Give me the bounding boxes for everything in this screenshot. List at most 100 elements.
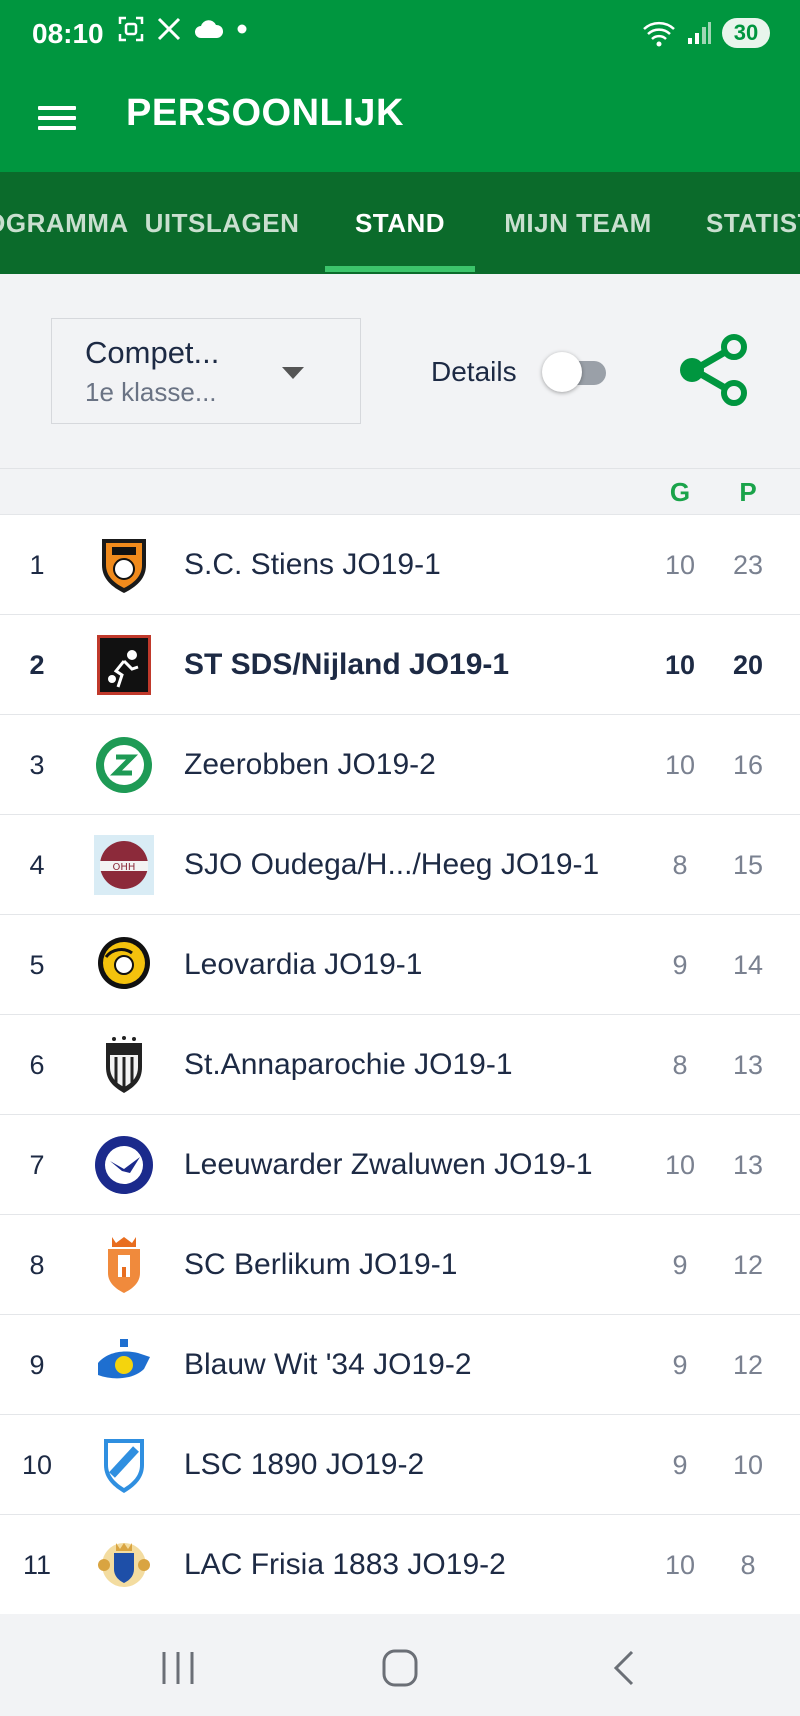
rank: 3 xyxy=(29,750,45,780)
points: 20 xyxy=(732,650,764,680)
team-name: Zeerobben JO19-2 xyxy=(184,748,436,781)
screenshot-icon xyxy=(118,16,144,42)
details-label: Details xyxy=(431,356,517,387)
ohh-logo: OHH xyxy=(94,835,154,895)
details-toggle[interactable] xyxy=(542,352,610,392)
rank: 5 xyxy=(29,950,45,980)
points: 14 xyxy=(732,950,764,980)
games-played: 9 xyxy=(672,1450,688,1480)
leovardia-logo xyxy=(98,937,150,989)
games-played: 9 xyxy=(672,1350,688,1380)
points: 8 xyxy=(740,1550,756,1580)
filter-controls: Compet... 1e klasse... Details xyxy=(0,274,800,468)
recent-apps-icon[interactable] xyxy=(148,1646,208,1690)
tab-stand[interactable]: STAND xyxy=(354,208,446,238)
hamburger-menu-icon[interactable] xyxy=(38,100,78,140)
table-row[interactable]: 1 S.C. Stiens JO19-1 10 23 xyxy=(0,514,800,614)
tab-bar: PROGRAMMA UITSLAGEN STAND MIJN TEAM STAT… xyxy=(0,172,800,274)
points: 12 xyxy=(732,1350,764,1380)
back-icon[interactable] xyxy=(596,1646,656,1690)
rank: 1 xyxy=(29,550,45,580)
points: 16 xyxy=(732,750,764,780)
status-right-icons: 30 xyxy=(642,18,770,48)
table-header: G P xyxy=(0,468,800,515)
rank: 8 xyxy=(29,1250,45,1280)
page-title: PERSOONLIJK xyxy=(126,92,404,134)
table-row[interactable]: 5 Leovardia JO19-1 9 14 xyxy=(0,914,800,1014)
games-played: 8 xyxy=(672,1050,688,1080)
team-name: SJO Oudega/H.../Heeg JO19-1 xyxy=(184,848,600,881)
points: 12 xyxy=(732,1250,764,1280)
standings-table: 1 S.C. Stiens JO19-1 10 23 2 ST SDS/Nijl… xyxy=(0,514,800,1614)
rank: 4 xyxy=(29,850,45,880)
x-logo-icon xyxy=(157,17,181,41)
zeerobben-logo xyxy=(96,737,152,793)
team-name: S.C. Stiens JO19-1 xyxy=(184,548,441,581)
tab-statistieken[interactable]: STATISTIEKEN xyxy=(706,208,800,238)
dropdown-subtitle: 1e klasse... xyxy=(85,377,217,407)
team-name: ST SDS/Nijland JO19-1 xyxy=(184,648,510,681)
points: 13 xyxy=(732,1150,764,1180)
points: 13 xyxy=(732,1050,764,1080)
header-games: G xyxy=(669,477,691,507)
signal-icon xyxy=(688,22,711,44)
sds-logo xyxy=(97,635,151,695)
wifi-icon xyxy=(643,21,675,47)
team-name: Leeuwarder Zwaluwen JO19-1 xyxy=(184,1148,593,1181)
points: 23 xyxy=(732,550,764,580)
tab-uitslagen[interactable]: UITSLAGEN xyxy=(144,208,300,238)
games-played: 10 xyxy=(664,1150,696,1180)
rank: 6 xyxy=(29,1050,45,1080)
competition-dropdown[interactable]: Compet... 1e klasse... xyxy=(51,318,361,424)
table-row[interactable]: 3 Zeerobben JO19-2 10 16 xyxy=(0,714,800,814)
tab-programma[interactable]: PROGRAMMA xyxy=(0,208,129,238)
battery-indicator: 30 xyxy=(722,18,770,48)
header-points: P xyxy=(739,477,757,507)
table-row[interactable]: 2 ST SDS/Nijland JO19-1 10 20 xyxy=(0,614,800,714)
app-bar: PERSOONLIJK xyxy=(0,70,800,172)
rank: 9 xyxy=(29,1350,45,1380)
caret-down-icon xyxy=(282,367,304,379)
system-nav-bar xyxy=(0,1616,800,1716)
rank: 11 xyxy=(22,1550,52,1580)
home-icon[interactable] xyxy=(370,1646,430,1690)
status-time: 08:10 xyxy=(32,18,104,49)
games-played: 8 xyxy=(672,850,688,880)
active-tab-indicator xyxy=(325,266,475,272)
points: 15 xyxy=(732,850,764,880)
rank: 10 xyxy=(21,1450,53,1480)
games-played: 10 xyxy=(664,750,696,780)
team-name: St.Annaparochie JO19-1 xyxy=(184,1048,513,1081)
team-name: Blauw Wit '34 JO19-2 xyxy=(184,1348,472,1381)
team-name: LSC 1890 JO19-2 xyxy=(184,1448,425,1481)
cloud-icon xyxy=(195,20,224,38)
tab-mijn-team[interactable]: MIJN TEAM xyxy=(504,208,652,238)
svg-text:OHH: OHH xyxy=(113,862,136,873)
table-row[interactable]: 7 Leeuwarder Zwaluwen JO19-1 10 13 xyxy=(0,1114,800,1214)
games-played: 9 xyxy=(672,1250,688,1280)
table-row[interactable]: 6 St.Annaparochie JO19-1 8 13 xyxy=(0,1014,800,1114)
table-row[interactable]: 9 Blauw Wit '34 JO19-2 9 12 xyxy=(0,1314,800,1414)
lsc-logo xyxy=(104,1439,144,1493)
frisia-logo xyxy=(98,1543,150,1587)
table-row[interactable]: 8 SC Berlikum JO19-1 9 12 xyxy=(0,1214,800,1314)
team-name: Leovardia JO19-1 xyxy=(184,948,423,981)
games-played: 10 xyxy=(664,650,696,680)
table-row[interactable]: 11 LAC Frisia 1883 JO19-2 10 8 xyxy=(0,1514,800,1614)
points: 10 xyxy=(732,1450,764,1480)
dropdown-title: Compet... xyxy=(85,335,220,370)
zwaluwen-logo xyxy=(95,1136,153,1194)
stiens-logo xyxy=(102,539,146,593)
games-played: 10 xyxy=(664,1550,696,1580)
status-left-icons xyxy=(118,16,248,42)
table-row[interactable]: 10 LSC 1890 JO19-2 9 10 xyxy=(0,1414,800,1514)
games-played: 10 xyxy=(664,550,696,580)
berlikum-logo xyxy=(108,1237,140,1293)
table-row[interactable]: 4 OHH SJO Oudega/H.../Heeg JO19-1 8 15 xyxy=(0,814,800,914)
blauw-wit-logo xyxy=(98,1339,150,1379)
st-anna-logo xyxy=(106,1036,142,1093)
share-icon[interactable] xyxy=(676,330,756,410)
team-name: LAC Frisia 1883 JO19-2 xyxy=(184,1548,506,1581)
dot-icon xyxy=(237,24,247,34)
status-bar: 08:10 30 xyxy=(0,0,800,70)
